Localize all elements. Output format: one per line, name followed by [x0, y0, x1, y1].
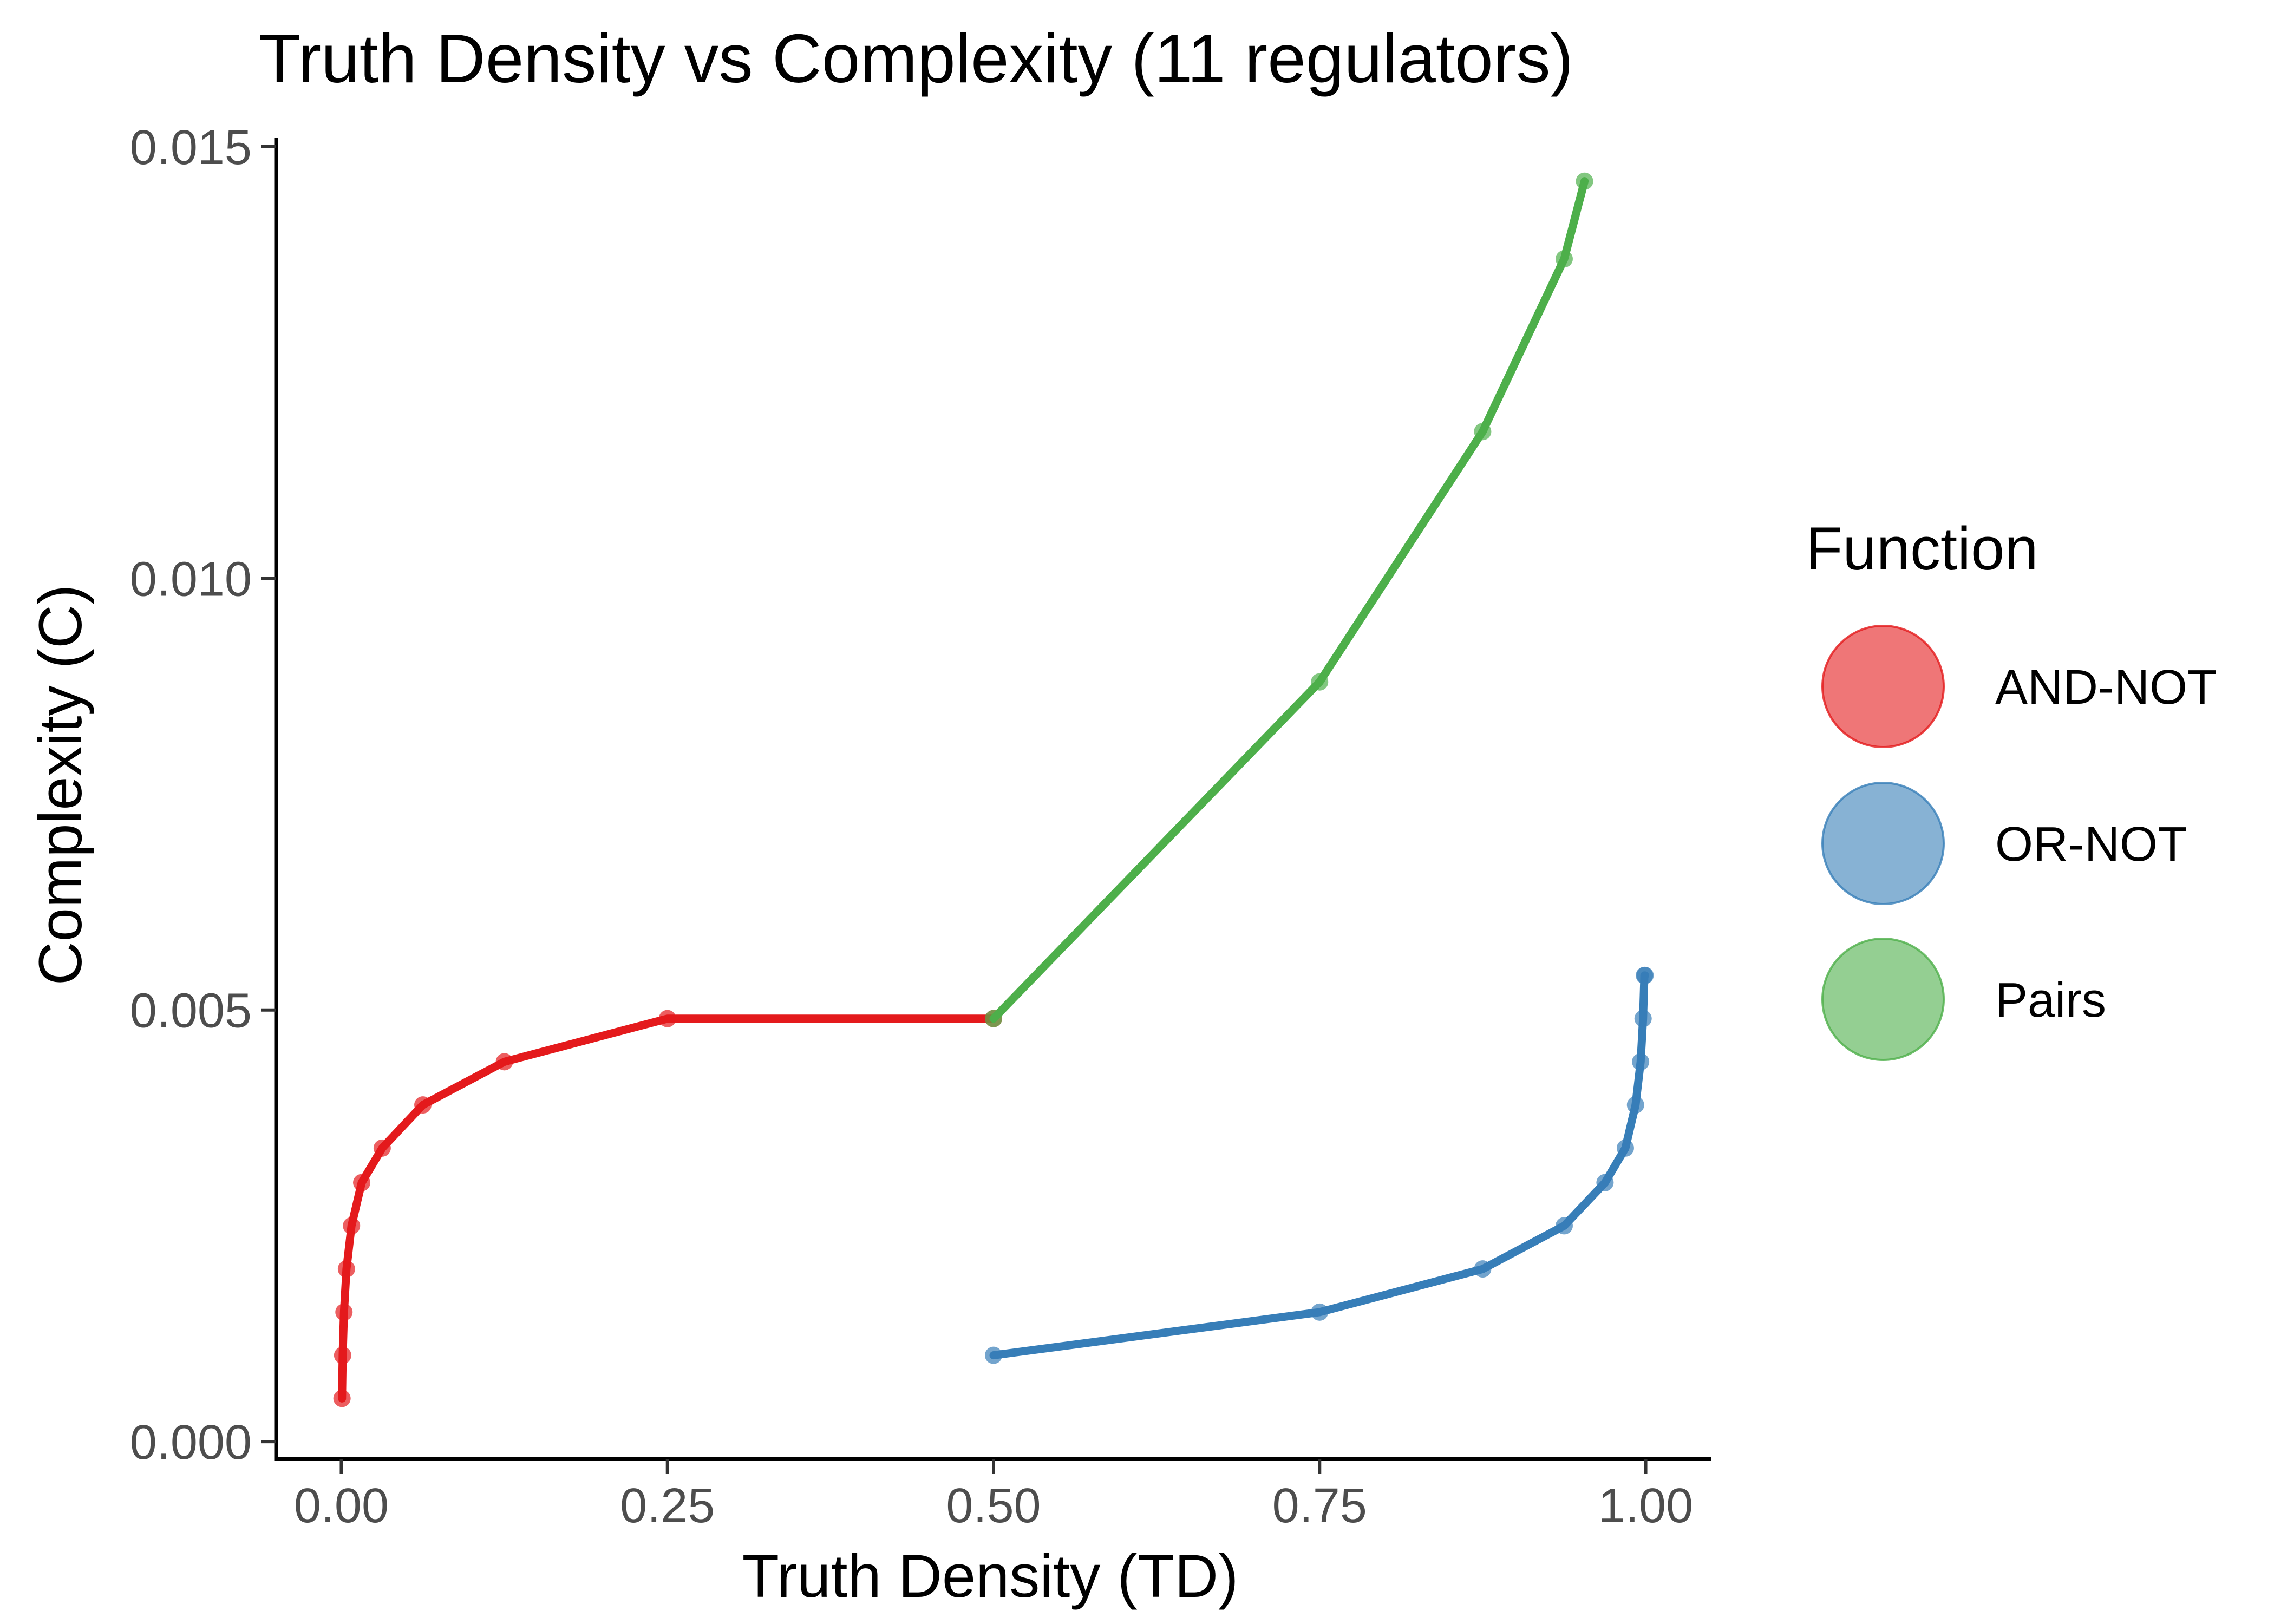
legend-label-or-not: OR-NOT — [1995, 817, 2187, 872]
x-tick-label: 0.25 — [620, 1479, 715, 1533]
legend-key-pairs — [1821, 938, 1945, 1061]
y-tick-label: 0.000 — [130, 1416, 252, 1470]
data-point-and-not — [335, 1303, 353, 1321]
data-point-or-not — [1555, 1217, 1573, 1235]
data-point-and-not — [334, 1346, 351, 1364]
data-point-or-not — [1311, 1303, 1329, 1321]
chart-title: Truth Density vs Complexity (11 regulato… — [259, 20, 1573, 97]
data-point-or-not — [1596, 1174, 1614, 1191]
data-point-and-not — [353, 1174, 371, 1191]
legend-key-and-not — [1821, 625, 1945, 748]
data-point-pairs — [1474, 423, 1492, 441]
data-point-pairs — [985, 1010, 1002, 1027]
y-axis-label: Complexity (C) — [27, 585, 94, 986]
x-axis-label: Truth Density (TD) — [742, 1542, 1239, 1610]
data-point-and-not — [337, 1260, 355, 1278]
x-tick-label: 0.75 — [1272, 1479, 1367, 1533]
data-point-or-not — [1634, 1010, 1652, 1027]
data-point-pairs — [1576, 172, 1593, 190]
data-point-and-not — [343, 1217, 361, 1235]
data-point-or-not — [1632, 1053, 1650, 1071]
y-tick-label: 0.010 — [130, 552, 252, 606]
plot-area: 0.00 0.25 0.50 0.75 1.00 0.000 0.005 0.010 0.015 — [130, 121, 1711, 1533]
data-point-or-not — [1636, 966, 1654, 984]
data-point-or-not — [1474, 1260, 1492, 1278]
data-point-or-not — [1616, 1139, 1634, 1157]
x-tick-label: 0.00 — [294, 1479, 389, 1533]
y-tick-label: 0.005 — [130, 984, 252, 1038]
legend-label-pairs: Pairs — [1995, 973, 2106, 1027]
data-point-and-not — [333, 1390, 351, 1407]
data-point-pairs — [1311, 673, 1329, 691]
data-point-and-not — [373, 1139, 391, 1157]
data-point-and-not — [414, 1096, 432, 1114]
data-point-or-not — [1626, 1096, 1644, 1114]
legend-title: Function — [1806, 515, 2038, 582]
legend: Function AND-NOT OR-NOT Pairs — [1806, 515, 2217, 1061]
data-point-and-not — [658, 1010, 676, 1027]
legend-key-or-not — [1821, 782, 1945, 905]
x-tick-label: 1.00 — [1598, 1479, 1693, 1533]
data-point-or-not — [985, 1346, 1002, 1364]
data-point-and-not — [495, 1053, 513, 1071]
y-tick-label: 0.015 — [130, 121, 252, 175]
data-point-pairs — [1555, 250, 1573, 268]
legend-label-and-not: AND-NOT — [1995, 660, 2217, 715]
x-tick-label: 0.50 — [946, 1479, 1041, 1533]
